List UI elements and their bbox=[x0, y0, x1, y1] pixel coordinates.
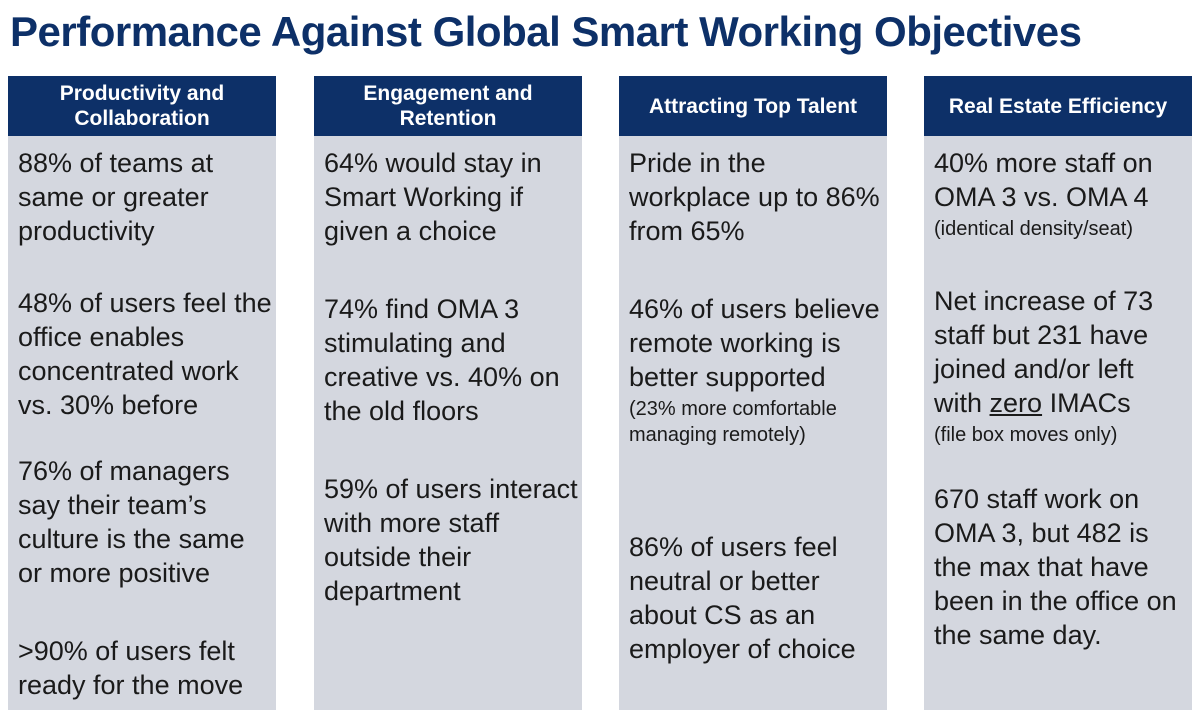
list-item: 76% of managers say their team’s culture… bbox=[18, 456, 245, 588]
column-engagement: Engagement and Retention 64% would stay … bbox=[314, 76, 582, 710]
list-item: 74% find OMA 3 stimulating and creative … bbox=[324, 294, 560, 426]
column-talent: Attracting Top Talent Pride in the workp… bbox=[619, 76, 887, 710]
column-header: Engagement and Retention bbox=[314, 76, 582, 136]
list-item: >90% of users felt ready for the move bbox=[18, 636, 244, 700]
list-item: Pride in the workplace up to 86% from 65… bbox=[629, 148, 880, 246]
zero-emphasis: zero bbox=[989, 388, 1043, 418]
column-header: Attracting Top Talent bbox=[619, 76, 887, 136]
list-item: 64% would stay in Smart Working if given… bbox=[324, 148, 542, 246]
list-item: Net increase of 73 staff but 231 have jo… bbox=[934, 284, 1188, 448]
column-productivity: Productivity and Collaboration 88% of te… bbox=[8, 76, 276, 710]
list-item: 48% of users feel the office enables con… bbox=[18, 288, 272, 420]
item-note: (23% more comfortable managing remotely) bbox=[629, 398, 837, 446]
page-title: Performance Against Global Smart Working… bbox=[10, 8, 1082, 55]
item-text-tail: IMACs bbox=[1042, 388, 1131, 418]
list-item: 59% of users interact with more staff ou… bbox=[324, 474, 578, 606]
column-header: Real Estate Efficiency bbox=[924, 76, 1192, 136]
list-item: 88% of teams at same or greater producti… bbox=[18, 148, 214, 246]
list-item: 86% of users feel neutral or better abou… bbox=[629, 532, 856, 664]
list-item: 40% more staff on OMA 3 vs. OMA 4 (ident… bbox=[934, 146, 1188, 242]
item-text: 46% of users believe remote working is b… bbox=[629, 294, 880, 392]
list-item: 46% of users believe remote working is b… bbox=[629, 292, 883, 448]
item-text: Net increase of 73 staff but 231 have jo… bbox=[934, 286, 1154, 418]
column-header: Productivity and Collaboration bbox=[8, 76, 276, 136]
item-note: (identical density/seat) bbox=[934, 218, 1133, 240]
list-item: 670 staff work on OMA 3, but 482 is the … bbox=[934, 484, 1177, 650]
column-real-estate: Real Estate Efficiency 40% more staff on… bbox=[924, 76, 1192, 710]
item-note: (file box moves only) bbox=[934, 424, 1118, 446]
item-text: 40% more staff on OMA 3 vs. OMA 4 bbox=[934, 148, 1153, 212]
